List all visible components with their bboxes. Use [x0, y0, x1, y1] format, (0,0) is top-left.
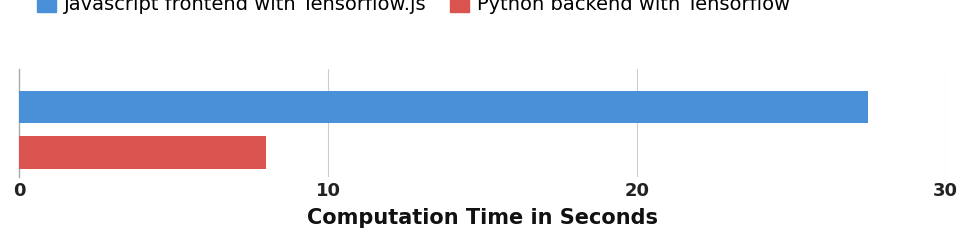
X-axis label: Computation Time in Seconds: Computation Time in Seconds — [307, 208, 658, 228]
Bar — [19, 136, 266, 169]
Legend: Javascript frontend with Tensorflow.js, Python backend with Tensorflow: Javascript frontend with Tensorflow.js, … — [29, 0, 798, 21]
Bar — [19, 91, 868, 123]
